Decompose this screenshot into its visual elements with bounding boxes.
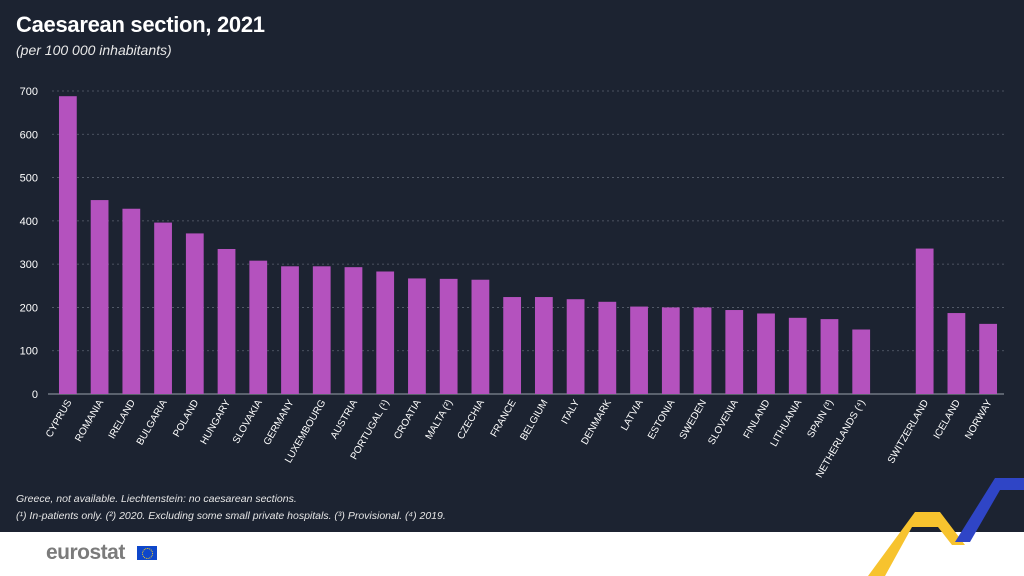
bar (249, 260, 268, 394)
y-tick-label: 200 (20, 302, 38, 314)
y-tick-label: 700 (20, 86, 38, 98)
bar (503, 297, 522, 394)
bar (376, 271, 395, 394)
bar (408, 278, 426, 394)
bar (439, 278, 458, 394)
bar (757, 313, 775, 394)
bar (566, 299, 585, 394)
decor-yellow-stripe (868, 512, 965, 576)
bar (471, 279, 490, 394)
bar (154, 222, 172, 394)
bar (598, 301, 617, 394)
y-tick-label: 300 (20, 259, 38, 271)
bar (58, 96, 77, 395)
decor-blue-stripe (955, 478, 1024, 542)
eu-flag-icon (137, 546, 157, 560)
footnote-sources: (¹) In-patients only. (²) 2020. Excludin… (16, 510, 446, 522)
y-tick-label: 100 (20, 346, 38, 358)
eurostat-logo: eurostat (46, 541, 125, 564)
bar (979, 323, 998, 394)
chart-title: Caesarean section, 2021 (16, 12, 265, 37)
y-tick-label: 500 (20, 173, 38, 185)
bar (312, 266, 331, 394)
footnote-availability: Greece, not available. Liechtenstein: no… (16, 493, 297, 505)
bar (693, 307, 712, 394)
y-tick-label: 400 (20, 216, 38, 228)
footer (0, 532, 1024, 576)
y-tick-label: 0 (32, 389, 38, 401)
bar (852, 329, 871, 394)
y-tick-label: 600 (20, 129, 38, 141)
bar (344, 267, 363, 394)
bar (122, 208, 141, 394)
bar (534, 297, 553, 394)
bar (947, 313, 966, 394)
bar (281, 266, 299, 394)
bar (788, 317, 807, 394)
bar (185, 233, 204, 394)
bar (820, 319, 839, 394)
bar (725, 310, 744, 394)
bar (915, 248, 934, 394)
bar (630, 306, 648, 394)
chart-subtitle: (per 100 000 inhabitants) (16, 42, 172, 58)
bar (90, 200, 109, 394)
bar (217, 248, 236, 394)
bar (661, 307, 680, 394)
